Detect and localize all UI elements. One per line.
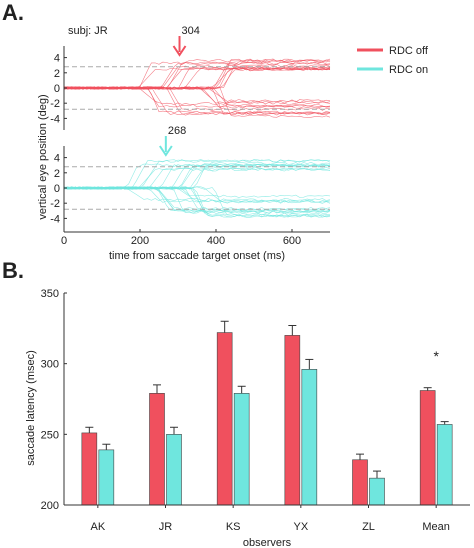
eye-trace-line — [64, 67, 331, 90]
bar-rdc-on — [436, 424, 453, 506]
category-label: YX — [293, 521, 308, 533]
y-tick-label: 0 — [54, 83, 60, 95]
latency-bars — [81, 320, 453, 506]
y-tick-label: 2 — [54, 68, 60, 80]
legend-label-rdc-on: RDC on — [389, 64, 428, 76]
y-tick-label: -4 — [50, 213, 60, 225]
eye-trace-line — [63, 163, 331, 190]
y-tick-label: 300 — [41, 359, 59, 371]
eye-trace-line — [63, 86, 331, 116]
category-label: JR — [159, 521, 173, 533]
bar-rdc-off — [284, 335, 301, 506]
y-tick-label: 4 — [54, 153, 60, 165]
category-label: Mean — [422, 521, 450, 533]
y-tick-label: -2 — [50, 98, 60, 110]
latency-arrow-head — [172, 45, 187, 57]
latency-label: 268 — [168, 125, 186, 137]
eye-trace-line — [63, 186, 331, 198]
x-tick-label: 600 — [283, 235, 301, 247]
latency-label: 304 — [182, 25, 200, 37]
latency-bar-chart: 350 300 250 200 AK JR KS YX ZL Mean saccade laten… — [25, 288, 470, 548]
latency-axes: 350 300 250 200 AK JR KS YX ZL Mean — [41, 288, 470, 533]
eye-trace-line — [63, 163, 331, 190]
bar-rdc-off — [419, 390, 436, 506]
traces-rdc-on — [63, 159, 331, 218]
y-tick-label: 2 — [54, 168, 60, 180]
x-tick-label: 200 — [131, 235, 149, 247]
bar-rdc-off — [149, 393, 165, 506]
eye-trace-line — [63, 67, 331, 90]
eye-trace-line — [63, 163, 331, 190]
bar-rdc-on — [369, 477, 385, 506]
panel-a-label: A. — [2, 0, 24, 25]
eye-trace-line — [63, 167, 331, 190]
category-label: KS — [226, 521, 241, 533]
y-tick-label: 0 — [54, 183, 60, 195]
subject-label: subj: JR — [68, 25, 108, 37]
latency-y-label: saccade latency (msec) — [25, 350, 37, 466]
eye-trace-y-label: vertical eye position (deg) — [37, 94, 49, 219]
category-label: AK — [90, 521, 105, 533]
eye-trace-line — [63, 86, 331, 118]
significance-star: * — [433, 348, 439, 364]
legend: RDC off RDC on — [357, 45, 429, 76]
panel-b-label: B. — [2, 258, 24, 283]
traces-rdc-off — [63, 58, 331, 118]
y-tick-label: 350 — [41, 288, 59, 300]
eye-trace-line — [63, 186, 331, 218]
latency-x-label: observers — [243, 537, 292, 548]
eye-trace-line — [64, 66, 331, 90]
eye-trace-x-label: time from saccade target onset (ms) — [109, 250, 285, 262]
bar-rdc-on — [166, 434, 182, 506]
bar-rdc-off — [352, 459, 368, 506]
bar-rdc-on — [98, 449, 115, 506]
eye-trace-line — [63, 168, 330, 190]
bar-rdc-off — [216, 332, 233, 506]
bar-rdc-on — [233, 393, 250, 506]
x-tick-label: 400 — [207, 235, 225, 247]
x-tick-label: 0 — [61, 235, 67, 247]
latency-arrow-head — [159, 145, 173, 157]
eye-trace-line — [63, 67, 331, 90]
bar-rdc-off — [81, 432, 98, 506]
legend-label-rdc-off: RDC off — [389, 45, 429, 57]
eye-trace-line — [63, 67, 331, 90]
y-tick-label: 200 — [41, 500, 59, 512]
y-tick-label: -4 — [50, 113, 60, 125]
y-tick-label: 250 — [41, 429, 59, 441]
y-tick-label: 4 — [54, 53, 60, 65]
eye-trace-line — [63, 59, 331, 90]
y-tick-label: -2 — [50, 198, 60, 210]
bar-rdc-on — [301, 369, 318, 506]
category-label: ZL — [362, 521, 375, 533]
eye-trace-line — [63, 68, 330, 90]
